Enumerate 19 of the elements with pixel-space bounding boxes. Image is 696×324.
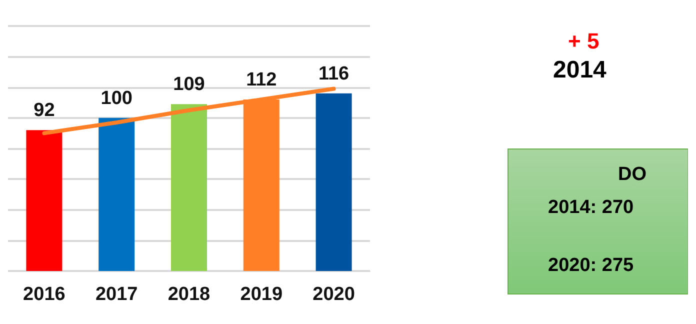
text: + 5: [568, 28, 600, 54]
x-tick-label: 2019: [240, 284, 283, 305]
text: DO: [618, 164, 646, 185]
data-label: 116: [318, 63, 350, 84]
text: 2014: 270: [548, 197, 634, 218]
bar: [316, 93, 352, 271]
text: 2014: [553, 56, 608, 84]
x-tick-label: 2020: [312, 284, 355, 305]
bar: [171, 104, 207, 271]
bar: [98, 118, 135, 271]
data-label: 92: [34, 100, 55, 122]
bar: [26, 130, 62, 271]
data-label: 109: [173, 74, 205, 96]
x-tick-label: 2017: [95, 284, 138, 305]
text: 2020: 275: [548, 255, 634, 276]
data-label: 112: [246, 70, 277, 90]
x-tick-label: 2016: [23, 284, 66, 305]
x-tick-label: 2018: [168, 284, 210, 305]
data-label: 100: [100, 88, 132, 109]
